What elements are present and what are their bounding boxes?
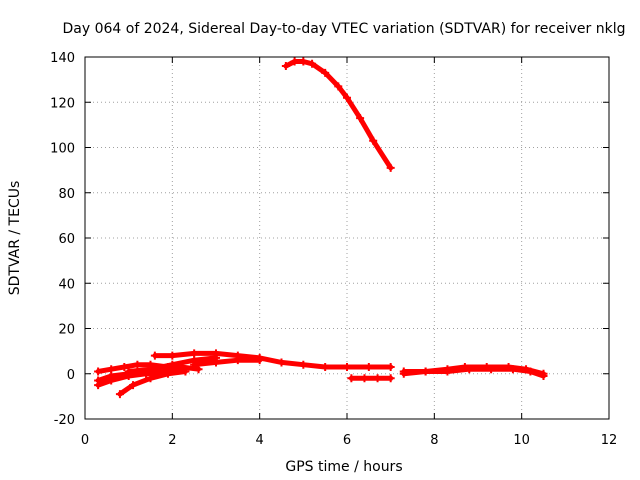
data-point	[146, 365, 155, 374]
data-point	[94, 367, 103, 376]
data-point	[120, 362, 129, 371]
series-arc-6	[124, 353, 220, 376]
data-point	[343, 93, 351, 102]
y-tick-label: 60	[58, 232, 75, 247]
x-axis-label: GPS time / hours	[285, 459, 402, 475]
data-point	[539, 372, 548, 381]
series-line	[191, 357, 263, 368]
x-tick-label: 4	[256, 433, 264, 448]
data-point	[308, 59, 317, 68]
data-point	[107, 372, 116, 381]
data-point	[334, 82, 343, 91]
x-tick-label: 0	[81, 433, 89, 448]
data-point	[94, 376, 103, 385]
y-tick-label: 40	[58, 277, 75, 292]
data-point	[168, 360, 177, 369]
data-point	[281, 62, 290, 71]
data-point	[321, 362, 330, 371]
data-point	[168, 367, 177, 376]
y-axis-label: SDTVAR / TECUs	[7, 181, 23, 296]
y-tick-label: -20	[54, 413, 75, 428]
data-point	[360, 374, 369, 383]
x-tick-label: 6	[343, 433, 351, 448]
data-point	[399, 369, 408, 378]
data-point	[386, 374, 395, 383]
data-point	[277, 358, 286, 367]
chart-title: Day 064 of 2024, Sidereal Day-to-day VTE…	[63, 21, 626, 37]
data-point	[212, 358, 220, 367]
data-point	[115, 390, 124, 399]
data-point	[487, 365, 496, 374]
series-arc-high	[281, 57, 395, 172]
data-point	[343, 362, 351, 371]
y-tick-label: 20	[58, 323, 75, 338]
series-line	[283, 59, 394, 171]
data-point	[373, 374, 382, 383]
data-point	[364, 362, 373, 371]
grid	[85, 57, 609, 419]
data-point	[233, 356, 242, 365]
x-tick-label: 12	[601, 433, 618, 448]
data-series	[94, 57, 548, 399]
series-arc-7	[190, 356, 264, 369]
data-point	[299, 57, 308, 66]
data-point	[133, 360, 142, 369]
data-point	[181, 367, 190, 376]
data-point	[347, 374, 356, 383]
data-point	[443, 367, 452, 376]
data-point	[190, 349, 199, 358]
data-point	[369, 136, 378, 145]
data-point	[150, 351, 159, 360]
data-point	[190, 360, 199, 369]
data-point	[290, 57, 299, 66]
y-tick-label: 80	[58, 187, 75, 202]
series-arc-1	[150, 349, 395, 371]
data-point	[465, 365, 474, 374]
axis-ticks: 0 2 4 6 8 10 12 -20 0 20 40 60 80 100 120 140	[50, 51, 617, 448]
x-tick-label: 2	[168, 433, 176, 448]
data-point	[124, 367, 133, 376]
data-point	[508, 365, 517, 374]
series-arc-8	[347, 374, 395, 383]
x-tick-label: 8	[430, 433, 438, 448]
y-tick-label: 0	[67, 368, 75, 383]
data-point	[255, 356, 264, 365]
data-point	[421, 367, 430, 376]
data-point	[168, 351, 177, 360]
y-tick-label: 140	[50, 51, 75, 66]
data-point	[386, 163, 395, 172]
y-tick-label: 100	[50, 142, 75, 157]
data-point	[386, 362, 395, 371]
data-point	[129, 381, 138, 390]
data-point	[526, 367, 535, 376]
y-tick-label: 120	[50, 96, 75, 111]
data-point	[107, 365, 116, 374]
x-tick-label: 10	[513, 433, 530, 448]
data-point	[356, 114, 365, 123]
series-arc-10	[399, 365, 548, 381]
data-point	[299, 360, 308, 369]
data-point	[321, 68, 330, 77]
